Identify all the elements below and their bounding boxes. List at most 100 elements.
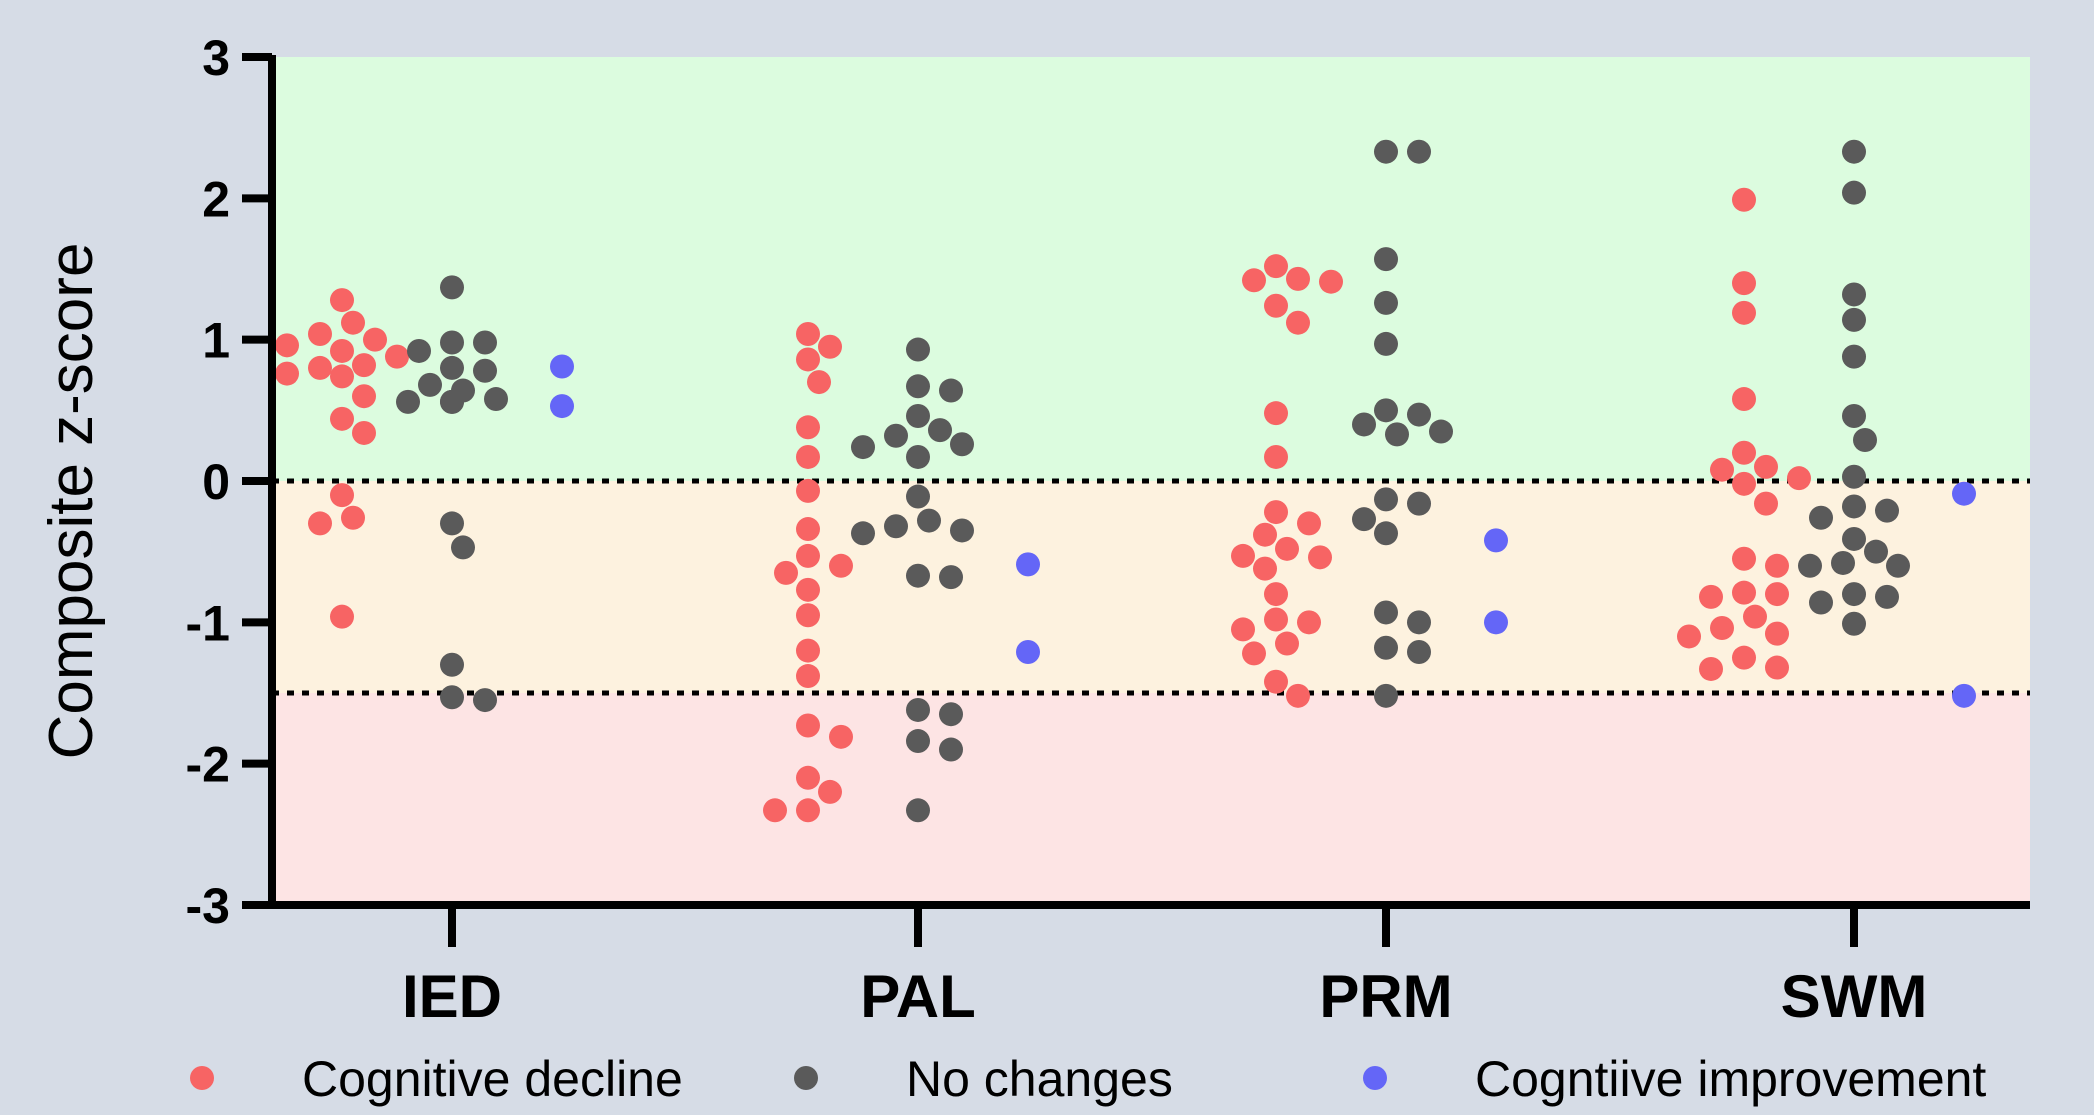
- data-point-ied: [418, 372, 442, 397]
- data-point-swm: [1886, 553, 1910, 578]
- data-point-swm: [1842, 139, 1866, 164]
- data-point-prm: [1275, 631, 1299, 656]
- data-point-pal: [950, 432, 974, 457]
- data-point-prm: [1253, 522, 1277, 547]
- data-point-swm: [1699, 584, 1723, 609]
- data-point-prm: [1407, 640, 1431, 665]
- data-point-pal: [939, 378, 963, 403]
- data-point-ied: [330, 288, 354, 313]
- data-point-prm: [1407, 491, 1431, 516]
- data-point-prm: [1286, 683, 1310, 708]
- data-point-ied: [440, 685, 464, 710]
- data-point-prm: [1297, 610, 1321, 635]
- data-point-prm: [1264, 401, 1288, 426]
- data-point-prm: [1429, 419, 1453, 444]
- data-point-swm: [1677, 624, 1701, 649]
- data-point-pal: [950, 518, 974, 543]
- data-point-ied: [330, 364, 354, 389]
- data-point-prm: [1374, 139, 1398, 164]
- data-point-ied: [330, 338, 354, 363]
- data-point-ied: [308, 511, 332, 536]
- data-point-swm: [1732, 645, 1756, 670]
- data-point-pal: [1016, 552, 1040, 577]
- data-point-prm: [1286, 310, 1310, 335]
- data-point-ied: [385, 344, 409, 369]
- data-point-swm: [1765, 553, 1789, 578]
- legend-marker: [794, 1066, 818, 1090]
- data-point-prm: [1374, 247, 1398, 272]
- data-point-ied: [440, 652, 464, 677]
- data-point-swm: [1710, 457, 1734, 482]
- data-point-pal: [796, 603, 820, 628]
- data-point-pal: [939, 737, 963, 762]
- data-point-swm: [1842, 611, 1866, 636]
- data-point-ied: [396, 389, 420, 414]
- data-point-swm: [1952, 481, 1976, 506]
- data-point-pal: [906, 563, 930, 588]
- data-point-ied: [330, 483, 354, 508]
- data-point-swm: [1875, 498, 1899, 523]
- data-point-prm: [1231, 617, 1255, 642]
- data-point-ied: [352, 420, 376, 445]
- data-point-pal: [774, 560, 798, 585]
- data-point-pal: [796, 664, 820, 689]
- legend-label: Cogntiive improvement: [1475, 1051, 1986, 1107]
- data-point-prm: [1319, 269, 1343, 294]
- data-point-ied: [440, 330, 464, 355]
- data-point-swm: [1765, 655, 1789, 680]
- data-point-pal: [928, 418, 952, 443]
- data-point-prm: [1242, 268, 1266, 293]
- data-point-swm: [1699, 656, 1723, 681]
- data-point-swm: [1732, 546, 1756, 571]
- data-point-prm: [1264, 582, 1288, 607]
- data-point-swm: [1831, 550, 1855, 575]
- data-point-swm: [1765, 621, 1789, 646]
- data-point-pal: [796, 543, 820, 568]
- y-ticks: 3 2 1 0 -1 -2 -3: [186, 30, 272, 934]
- data-point-pal: [796, 577, 820, 602]
- data-point-ied: [407, 338, 431, 363]
- data-point-swm: [1809, 590, 1833, 615]
- data-point-swm: [1952, 683, 1976, 708]
- x-categories: IED PAL PRM SWM: [402, 905, 1927, 1030]
- data-point-pal: [796, 444, 820, 469]
- data-point-swm: [1787, 466, 1811, 491]
- data-point-pal: [939, 702, 963, 727]
- data-point-pal: [818, 334, 842, 359]
- data-point-pal: [796, 415, 820, 440]
- data-point-ied: [440, 355, 464, 380]
- data-point-pal: [906, 484, 930, 509]
- data-point-prm: [1374, 331, 1398, 356]
- data-point-prm: [1253, 556, 1277, 581]
- data-point-swm: [1842, 307, 1866, 332]
- data-point-swm: [1842, 180, 1866, 205]
- data-point-prm: [1231, 543, 1255, 568]
- data-point-ied: [308, 355, 332, 380]
- background-zones: [272, 57, 2030, 905]
- data-point-prm: [1297, 511, 1321, 536]
- data-point-swm: [1842, 464, 1866, 489]
- data-point-swm: [1842, 526, 1866, 551]
- data-point-prm: [1407, 139, 1431, 164]
- data-point-pal: [1016, 640, 1040, 665]
- data-point-pal: [906, 403, 930, 428]
- data-point-prm: [1286, 266, 1310, 291]
- data-points: [275, 139, 1976, 823]
- data-point-pal: [829, 724, 853, 749]
- data-point-prm: [1374, 398, 1398, 423]
- data-point-swm: [1842, 282, 1866, 307]
- data-point-swm: [1732, 440, 1756, 465]
- data-point-swm: [1864, 539, 1888, 564]
- data-point-prm: [1374, 521, 1398, 546]
- data-point-ied: [330, 604, 354, 629]
- data-point-swm: [1710, 615, 1734, 640]
- y-tick-label: -3: [186, 878, 230, 934]
- data-point-swm: [1875, 584, 1899, 609]
- data-point-prm: [1264, 500, 1288, 525]
- y-tick-label: 2: [202, 171, 230, 227]
- data-point-pal: [884, 423, 908, 448]
- data-point-pal: [796, 347, 820, 372]
- data-point-pal: [906, 729, 930, 754]
- data-point-prm: [1484, 610, 1508, 635]
